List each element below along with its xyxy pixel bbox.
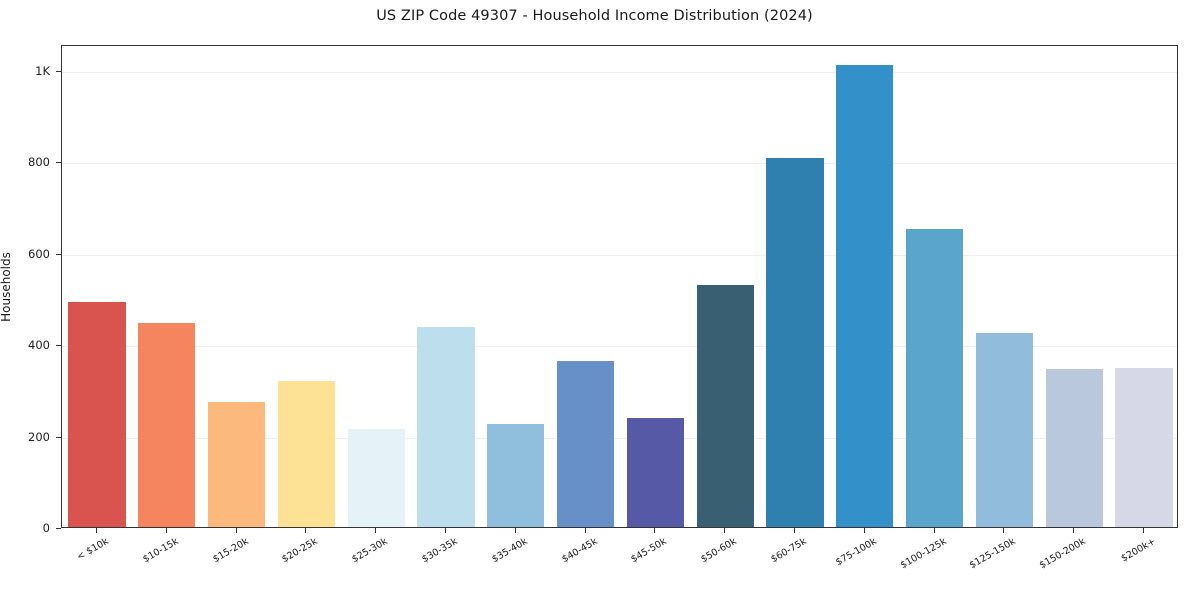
gridline bbox=[62, 163, 1177, 165]
x-axis: < $10k $10-15k $15-20k $20-25k $25-30k $30-35… bbox=[61, 528, 1178, 590]
x-axis-tick-label: $100-125k bbox=[898, 536, 949, 572]
gridline bbox=[62, 437, 1177, 439]
y-axis: 0 200 400 600 800 1K bbox=[0, 45, 61, 535]
x-axis-tick-mark bbox=[794, 528, 796, 533]
gridline bbox=[62, 254, 1177, 256]
x-axis-tick-label: $30-35k bbox=[420, 536, 460, 566]
bar[interactable] bbox=[487, 423, 545, 527]
plot-area bbox=[61, 45, 1178, 528]
x-axis-tick-mark bbox=[724, 528, 726, 533]
y-axis-tick-label: 1K bbox=[35, 63, 50, 78]
y-axis-tick-mark bbox=[56, 345, 61, 347]
x-axis-tick-label: < $10k bbox=[74, 536, 111, 563]
bar[interactable] bbox=[696, 285, 754, 527]
x-axis-tick-mark bbox=[305, 528, 307, 533]
x-axis-tick-label: $10-15k bbox=[140, 536, 181, 566]
bar[interactable] bbox=[1115, 367, 1173, 527]
x-axis-tick-mark bbox=[863, 528, 865, 533]
bar[interactable] bbox=[1045, 369, 1103, 527]
x-axis-tick-label: $75-100k bbox=[833, 536, 879, 569]
x-axis-tick-label: $150-200k bbox=[1037, 536, 1088, 572]
chart-title: US ZIP Code 49307 - Household Income Dis… bbox=[376, 8, 813, 24]
x-axis-tick-mark bbox=[444, 528, 446, 533]
y-axis-tick-label: 0 bbox=[42, 521, 50, 535]
x-axis-tick-label: $40-45k bbox=[559, 536, 600, 566]
y-axis-tick-mark bbox=[56, 162, 61, 164]
y-axis-tick-label: 400 bbox=[28, 338, 50, 353]
gridlines bbox=[62, 46, 1177, 527]
y-axis-tick-mark bbox=[56, 528, 61, 529]
bar[interactable] bbox=[556, 360, 615, 527]
x-axis-tick-label: $15-20k bbox=[210, 536, 251, 566]
y-axis-tick-mark bbox=[56, 70, 61, 72]
bar[interactable] bbox=[626, 417, 685, 527]
x-axis-tick-label: $60-75k bbox=[769, 536, 809, 566]
y-axis-tick-label: 200 bbox=[28, 429, 50, 444]
bar[interactable] bbox=[347, 428, 405, 527]
gridline bbox=[62, 71, 1177, 73]
x-axis-tick-label: $35-40k bbox=[489, 536, 530, 566]
x-axis-tick-mark bbox=[584, 528, 586, 533]
x-axis-tick-mark bbox=[165, 528, 167, 533]
x-axis-tick-mark bbox=[1143, 528, 1145, 533]
gridline bbox=[62, 346, 1177, 348]
x-axis-tick-label: $45-50k bbox=[629, 536, 669, 566]
bar[interactable] bbox=[207, 401, 266, 527]
x-axis-tick-label: $200k+ bbox=[1119, 536, 1158, 565]
y-axis-tick-mark bbox=[56, 436, 61, 438]
x-axis-tick-mark bbox=[1003, 528, 1005, 533]
y-axis-tick-mark bbox=[56, 253, 61, 255]
y-axis-tick-label: 800 bbox=[28, 155, 50, 170]
x-axis-tick-mark bbox=[933, 528, 935, 533]
y-axis-tick-label: 600 bbox=[28, 246, 50, 261]
x-axis-tick-label: $20-25k bbox=[280, 536, 320, 566]
x-axis-tick-mark bbox=[95, 528, 97, 533]
bar[interactable] bbox=[68, 302, 126, 527]
x-axis-tick-mark bbox=[375, 528, 377, 533]
x-axis-tick-label: $125-150k bbox=[968, 536, 1018, 572]
x-axis-tick-label: $50-60k bbox=[699, 536, 739, 566]
bar[interactable] bbox=[417, 327, 475, 527]
x-axis-tick-label: $25-30k bbox=[350, 536, 390, 566]
bar[interactable] bbox=[975, 332, 1034, 527]
x-axis-tick-mark bbox=[235, 528, 237, 533]
bar[interactable] bbox=[277, 380, 335, 527]
bars-layer bbox=[62, 44, 1177, 527]
x-axis-tick-mark bbox=[514, 528, 516, 533]
bar[interactable] bbox=[836, 65, 894, 527]
bar[interactable] bbox=[138, 323, 196, 527]
bar[interactable] bbox=[766, 158, 824, 527]
bar[interactable] bbox=[906, 228, 964, 527]
x-axis-tick-mark bbox=[1073, 528, 1075, 533]
x-axis-tick-mark bbox=[654, 528, 656, 533]
